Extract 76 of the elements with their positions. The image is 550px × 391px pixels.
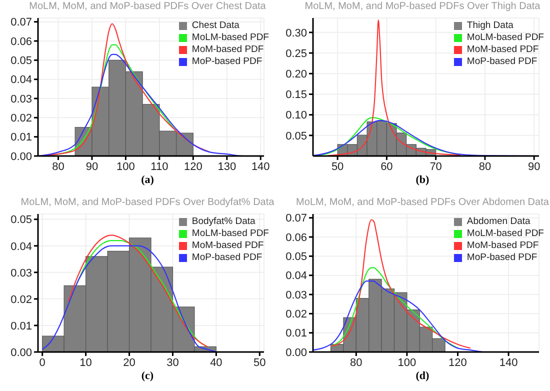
x-tick-label: 80 (52, 160, 64, 173)
x-tick-label: 120 (184, 160, 202, 173)
legend-label: Abdomen Data (466, 216, 530, 228)
y-tick-label: 0.07 (286, 212, 307, 224)
y-tick-label: 0.04 (286, 270, 307, 282)
legend-label: MoP-based PDF (192, 56, 262, 68)
y-tick-label: 0.07 (10, 16, 32, 29)
x-tick-label: 50 (254, 356, 266, 368)
legend-label: Chest Data (192, 20, 240, 32)
y-tick-label: 0.06 (10, 36, 32, 48)
x-tick-label: 140 (251, 160, 270, 173)
x-tick-label: 90 (86, 160, 98, 173)
legend-label: MoLM-based PDF (192, 32, 269, 44)
chart-title: MoLM, MoM, and MoP-based PDFs Over Chest Data (28, 0, 267, 14)
x-tick-label: 100 (116, 160, 135, 173)
legend-label: MoM-based PDF (192, 44, 264, 56)
y-tick-label: 0.00 (10, 346, 32, 358)
x-tick-label: 30 (166, 356, 179, 368)
x-tick-label: 140 (499, 356, 518, 368)
x-tick-label: 80 (478, 160, 492, 173)
y-tick-label: 0.06 (286, 231, 307, 244)
y-tick-label: 0.02 (10, 293, 32, 306)
text: (d) (414, 370, 430, 382)
legend-label: MoP-based PDF (192, 252, 262, 264)
legend-label: MoP-based PDF (466, 252, 538, 264)
x-tick-label: 70 (430, 160, 442, 173)
y-tick-label: 0.04 (10, 240, 32, 252)
y-tick-label: 0.05 (10, 214, 32, 226)
y-tick-label: 0.02 (286, 308, 307, 320)
y-tick-label: 0.01 (10, 320, 32, 332)
line-series (327, 20, 461, 156)
x-tick-label: 120 (448, 356, 467, 368)
legend-label: MoM-based PDF (466, 44, 539, 56)
x-tick-label: 60 (380, 160, 393, 173)
y-tick-label: 0.15 (286, 89, 307, 102)
x-tick-label: 110 (150, 160, 168, 173)
x-tick-label: 0 (39, 356, 46, 368)
legend-label: Thigh Data (466, 20, 514, 32)
y-tick-label: 0.00 (10, 150, 32, 163)
y-tick-label: 0.25 (286, 48, 307, 60)
x-tick-label: 130 (218, 160, 236, 173)
legend-label: Bodyfat% Data (192, 216, 256, 228)
chart-title: MoLM, MoM, and MoP-based PDFs Over Thigh Data (304, 0, 542, 14)
x-tick-label: 100 (398, 356, 416, 368)
legend-label: MoP-based PDF (466, 56, 538, 68)
text: (a) (140, 174, 155, 186)
text: (c) (140, 370, 155, 382)
y-tick-label: 0.05 (286, 250, 307, 263)
x-tick-label: 50 (331, 160, 344, 173)
chart-title: MoLM, MoM, and MoP-based PDFs Over Bodyfat% Data (20, 196, 275, 210)
x-tick-label: 40 (210, 356, 222, 368)
x-tick-label: 20 (123, 356, 136, 368)
legend-label: MoM-based PDF (466, 240, 539, 252)
y-tick-label: 0.10 (286, 110, 307, 122)
y-tick-label: 0.02 (10, 112, 32, 125)
x-tick-label: 80 (350, 356, 362, 368)
y-tick-label: 0.30 (286, 27, 307, 40)
y-tick-label: 0.05 (10, 55, 32, 68)
legend-label: MoLM-based PDF (466, 32, 544, 44)
y-tick-label: 0.05 (286, 130, 307, 142)
chart-title: MoLM, MoM, and MoP-based PDFs Over Abdomen Data (295, 196, 550, 210)
y-tick-label: 0.01 (10, 132, 32, 144)
y-tick-label: 0.20 (286, 68, 307, 81)
y-tick-label: 0.01 (286, 327, 307, 340)
y-tick-label: 0.03 (10, 266, 32, 279)
y-tick-label: 0.00 (286, 346, 307, 358)
x-tick-label: 10 (80, 356, 92, 368)
y-tick-label: 0.03 (10, 93, 32, 106)
x-tick-label: 90 (528, 160, 540, 173)
legend-label: MoM-based PDF (192, 240, 264, 252)
text: (b) (414, 174, 430, 186)
y-tick-label: 0.04 (10, 74, 32, 86)
legend-label: MoLM-based PDF (192, 228, 269, 240)
y-tick-label: 0.03 (286, 288, 307, 301)
line-series (313, 280, 484, 352)
legend-label: MoLM-based PDF (466, 228, 544, 240)
